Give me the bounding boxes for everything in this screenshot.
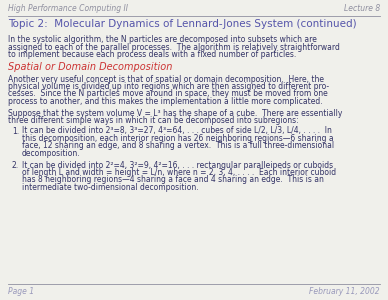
Text: Page 1: Page 1 xyxy=(8,287,34,296)
Text: process to another, and this makes the implementation a little more complicated.: process to another, and this makes the i… xyxy=(8,97,323,106)
Text: It can be divided into 2²=4, 3²=9, 4²=16, . . . rectangular paralleipeds or cubo: It can be divided into 2²=4, 3²=9, 4²=16… xyxy=(22,160,333,169)
Text: intermediate two-dimensional decomposition.: intermediate two-dimensional decompositi… xyxy=(22,183,199,192)
Text: has 8 neighboring regions—4 sharing a face and 4 sharing an edge.  This is an: has 8 neighboring regions—4 sharing a fa… xyxy=(22,176,324,184)
Text: three different simple ways in which it can be decomposed into subregions:: three different simple ways in which it … xyxy=(8,116,299,125)
Text: physical volume is divided up into regions which are then assigned to different : physical volume is divided up into regio… xyxy=(8,82,329,91)
Text: decomposition.: decomposition. xyxy=(22,149,81,158)
Text: cesses.  Since the N particles move around in space, they must be moved from one: cesses. Since the N particles move aroun… xyxy=(8,89,328,98)
Text: face, 12 sharing an edge, and 8 sharing a vertex.  This is a full three-dimensio: face, 12 sharing an edge, and 8 sharing … xyxy=(22,142,334,151)
Text: 1.: 1. xyxy=(12,127,19,136)
Text: to implement because each process deals with a fixed number of particles.: to implement because each process deals … xyxy=(8,50,296,59)
Text: this decomposition, each interior region has 26 neighboring regions—6 sharing a: this decomposition, each interior region… xyxy=(22,134,334,143)
Text: Lecture 8: Lecture 8 xyxy=(344,4,380,13)
Text: High Performance Computing II: High Performance Computing II xyxy=(8,4,128,13)
Text: of length L and width = height = L/n, where n = 2, 3, 4, . . . .  Each interior : of length L and width = height = L/n, wh… xyxy=(22,168,336,177)
Text: 2.: 2. xyxy=(12,160,19,169)
Text: Suppose that the system volume V = L³ has the shape of a cube.  There are essent: Suppose that the system volume V = L³ ha… xyxy=(8,109,342,118)
Text: assigned to each of the parallel processes.  The algorithm is relatively straigh: assigned to each of the parallel process… xyxy=(8,43,340,52)
Text: It can be divided into 2³=8, 3³=27, 4³=64, . . . cubes of side L/2, L/3, L/4, . : It can be divided into 2³=8, 3³=27, 4³=6… xyxy=(22,127,332,136)
Text: Topic 2:  Molecular Dynamics of Lennard-Jones System (continued): Topic 2: Molecular Dynamics of Lennard-J… xyxy=(8,19,357,29)
Text: In the systolic algorithm, the N particles are decomposed into subsets which are: In the systolic algorithm, the N particl… xyxy=(8,35,317,44)
Text: Spatial or Domain Decomposition: Spatial or Domain Decomposition xyxy=(8,61,172,71)
Text: Another very useful concept is that of spatial or domain decomposition.  Here, t: Another very useful concept is that of s… xyxy=(8,74,324,83)
Text: February 11, 2002: February 11, 2002 xyxy=(309,287,380,296)
